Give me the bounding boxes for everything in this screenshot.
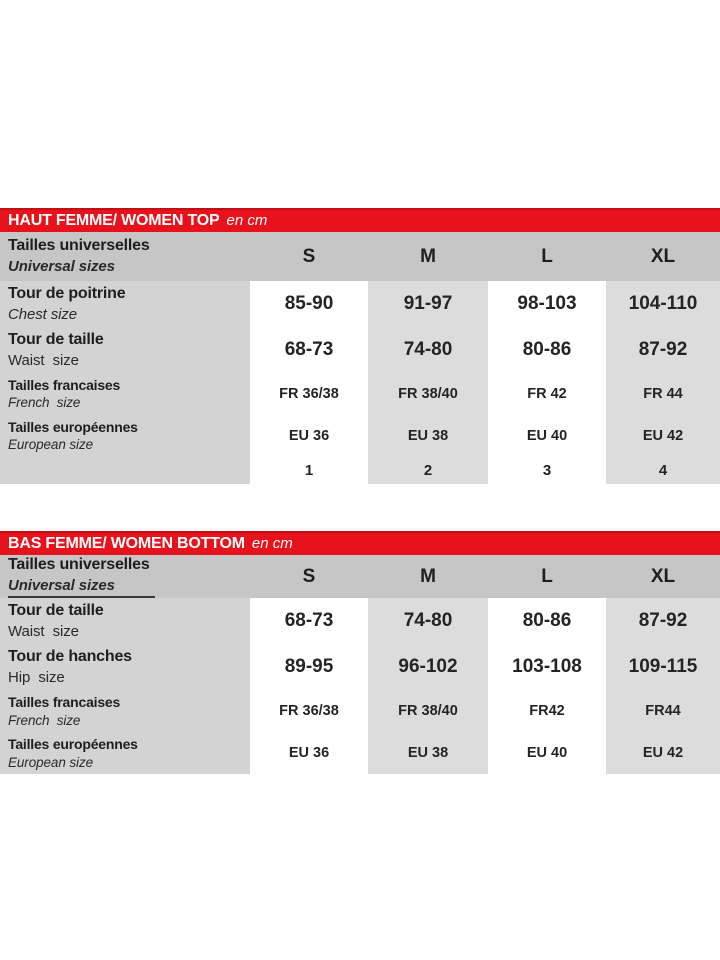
size-row: Tour de poitrine Chest size 85-90 91-97 98-1… — [0, 281, 720, 327]
size-row: Tailles européennes European size EU 36 EU … — [0, 732, 720, 775]
size-value: 109-115 — [606, 644, 720, 691]
row-label-french: Tailles européennes — [8, 736, 138, 753]
size-value: 74-80 — [368, 598, 488, 645]
row-label-french: Tour de poitrine — [8, 284, 126, 302]
row-label-english: Waist size — [8, 622, 79, 640]
table-title: HAUT FEMME/ WOMEN TOP — [8, 212, 220, 229]
sizes-header-row: Tailles universelles Universal sizes S M L XL — [0, 555, 720, 599]
table-title: BAS FEMME/ WOMEN BOTTOM — [8, 535, 245, 552]
size-value: 85-90 — [250, 281, 368, 327]
size-value: FR 42 — [488, 373, 606, 415]
universal-sizes-label-en: Universal sizes — [8, 576, 155, 599]
women-bottom-grid: Tailles universelles Universal sizes S M L XL… — [0, 555, 720, 775]
size-row: Tour de taille Waist size 68-73 74-80 80-86 8… — [0, 598, 720, 645]
size-value: 4 — [606, 457, 720, 484]
size-row: Tailles européennes European size EU 36 EU … — [0, 415, 720, 457]
sizes-header-row: Tailles universelles Universal sizes S M L XL — [0, 232, 720, 281]
women-bottom-grid-body: Tailles universelles Universal sizes S M L XL… — [0, 555, 720, 775]
row-label-french: Tour de taille — [8, 602, 104, 620]
row-label-cell — [0, 457, 250, 484]
size-value: EU 38 — [368, 732, 488, 775]
size-value: 91-97 — [368, 281, 488, 327]
size-column-header-s: S — [250, 232, 368, 281]
size-row: Tailles francaises French size FR 36/38 FR … — [0, 373, 720, 415]
size-value: FR 36/38 — [250, 690, 368, 733]
row-label-english: Waist size — [8, 351, 79, 369]
size-value: FR 36/38 — [250, 373, 368, 415]
size-value: 103-108 — [488, 644, 606, 691]
row-label-french: Tour de taille — [8, 330, 104, 348]
size-value: 2 — [368, 457, 488, 484]
size-value: 80-86 — [488, 327, 606, 373]
measurement-unit: en cm — [251, 535, 293, 552]
size-value: EU 40 — [488, 415, 606, 457]
row-label-english: Hip size — [8, 668, 65, 686]
size-value: 98-103 — [488, 281, 606, 327]
women-bottom-header-bar: BAS FEMME/ WOMEN BOTTOM en cm — [0, 531, 720, 555]
size-column-header-m: M — [368, 555, 488, 599]
size-value: 80-86 — [488, 598, 606, 645]
size-value: EU 36 — [250, 415, 368, 457]
row-label-french: Tour de hanches — [8, 648, 132, 666]
row-label-cell: Tailles européennes European size — [0, 415, 250, 457]
size-value: 87-92 — [606, 598, 720, 645]
universal-sizes-label-fr: Tailles universelles — [8, 556, 150, 573]
size-value: FR44 — [606, 690, 720, 733]
row-label-french: Tailles francaises — [8, 694, 121, 711]
row-label-cell: Tour de poitrine Chest size — [0, 281, 250, 327]
size-value: FR42 — [488, 690, 606, 733]
row-label-english: French size — [8, 395, 81, 411]
size-value: FR 38/40 — [368, 690, 488, 733]
size-value: EU 36 — [250, 732, 368, 775]
size-value: 74-80 — [368, 327, 488, 373]
size-value: 104-110 — [606, 281, 720, 327]
size-value: EU 42 — [606, 732, 720, 775]
universal-sizes-label-cell: Tailles universelles Universal sizes — [0, 232, 250, 281]
row-label-english: French size — [8, 712, 81, 728]
row-label-cell: Tailles européennes European size — [0, 732, 250, 775]
size-value: 87-92 — [606, 327, 720, 373]
women-top-grid: Tailles universelles Universal sizes S M L XL… — [0, 232, 720, 484]
women-bottom-size-table: BAS FEMME/ WOMEN BOTTOM en cm Tailles uni… — [0, 531, 720, 775]
universal-sizes-label-fr: Tailles universelles — [8, 237, 150, 255]
row-label-cell: Tour de hanches Hip size — [0, 644, 250, 691]
measurement-unit: en cm — [226, 212, 268, 229]
row-label-english: European size — [8, 754, 94, 770]
size-value: EU 38 — [368, 415, 488, 457]
row-label-cell: Tour de taille Waist size — [0, 598, 250, 645]
women-top-grid-body: Tailles universelles Universal sizes S M L XL… — [0, 232, 720, 484]
size-value: EU 42 — [606, 415, 720, 457]
row-label-cell: Tailles francaises French size — [0, 373, 250, 415]
size-value: FR 38/40 — [368, 373, 488, 415]
size-guide-page: HAUT FEMME/ WOMEN TOP en cm Tailles unive… — [0, 208, 720, 960]
size-value: 96-102 — [368, 644, 488, 691]
row-label-french: Tailles francaises — [8, 377, 121, 394]
size-row: Tour de hanches Hip size 89-95 96-102 103-10… — [0, 644, 720, 691]
size-column-header-l: L — [488, 555, 606, 599]
size-column-header-s: S — [250, 555, 368, 599]
universal-sizes-label-en: Universal sizes — [8, 258, 115, 276]
row-label-cell: Tour de taille Waist size — [0, 327, 250, 373]
size-value: 89-95 — [250, 644, 368, 691]
size-value: FR 44 — [606, 373, 720, 415]
size-column-header-l: L — [488, 232, 606, 281]
women-top-size-table: HAUT FEMME/ WOMEN TOP en cm Tailles unive… — [0, 208, 720, 484]
size-value: EU 40 — [488, 732, 606, 775]
women-top-header-bar: HAUT FEMME/ WOMEN TOP en cm — [0, 208, 720, 232]
size-value: 68-73 — [250, 327, 368, 373]
row-label-cell: Tailles francaises French size — [0, 690, 250, 733]
size-value: 68-73 — [250, 598, 368, 645]
row-label-english: European size — [8, 437, 94, 453]
size-value: 3 — [488, 457, 606, 484]
size-value: 1 — [250, 457, 368, 484]
size-column-header-xl: XL — [606, 232, 720, 281]
size-column-header-m: M — [368, 232, 488, 281]
size-column-header-xl: XL — [606, 555, 720, 599]
row-label-french: Tailles européennes — [8, 419, 138, 436]
universal-sizes-label-cell: Tailles universelles Universal sizes — [0, 555, 250, 599]
size-row: Tour de taille Waist size 68-73 74-80 80-86 8… — [0, 327, 720, 373]
size-row: Tailles francaises French size FR 36/38 FR … — [0, 690, 720, 733]
row-label-english: Chest size — [8, 305, 78, 323]
